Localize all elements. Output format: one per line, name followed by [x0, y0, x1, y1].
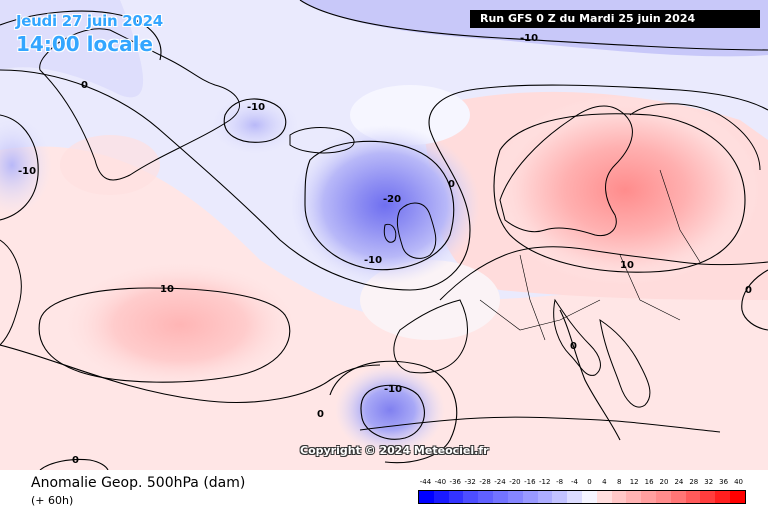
scale-swatch: [567, 491, 582, 503]
scale-swatch: [478, 491, 494, 503]
scale-swatch: [433, 491, 449, 503]
scale-tick-label: -28: [479, 478, 491, 486]
scale-tick-label: 20: [659, 478, 669, 486]
forecast-date: Jeudi 27 juin 2024: [16, 12, 163, 30]
contour-label: -10: [18, 166, 36, 177]
scale-swatch: [670, 491, 686, 503]
scale-tick-label: -4: [571, 478, 579, 486]
scale-swatch: [537, 491, 553, 503]
scale-swatch: [552, 491, 568, 503]
scale-swatch: [700, 491, 716, 503]
scale-swatch: [463, 491, 479, 503]
contour-label: 0: [745, 285, 752, 296]
scale-tick-label: -8: [556, 478, 564, 486]
color-scale-bar: [418, 490, 746, 504]
contour-label: 0: [317, 409, 324, 420]
contour-label: 0: [448, 179, 455, 190]
scale-swatch: [611, 491, 627, 503]
contour-label: -10: [520, 33, 538, 44]
scale-swatch: [685, 491, 701, 503]
forecast-time: 14:00 locale: [16, 32, 153, 56]
scale-tick-label: -32: [464, 478, 476, 486]
scale-tick-label: -44: [419, 478, 432, 486]
anomaly-map: -10 0 -10 -10 -20 -10 0 10 10 0 0 -10 0 …: [0, 0, 768, 470]
scale-tick-label: 32: [704, 478, 714, 486]
color-scale-labels: -44 -40 -36 -32 -28 -24 -20 -16 -12 -8 -4 0 4 8 12 16 20…: [414, 478, 750, 490]
scale-tick-label: 0: [587, 478, 592, 486]
scale-swatch: [522, 491, 538, 503]
scale-tick-label: 28: [689, 478, 699, 486]
scale-tick-label: 40: [734, 478, 743, 486]
scale-tick-label: 4: [602, 478, 607, 486]
copyright-notice: Copyright © 2024 Meteociel.fr: [300, 444, 489, 457]
scale-tick-label: 12: [629, 478, 639, 486]
scale-swatch: [715, 491, 731, 503]
scale-tick-label: -20: [509, 478, 521, 486]
contour-label: 10: [620, 260, 634, 271]
contour-label: 10: [160, 284, 174, 295]
scale-tick-label: 24: [674, 478, 684, 486]
scale-swatch: [730, 491, 745, 503]
scale-tick-label: -16: [524, 478, 536, 486]
scale-swatch: [448, 491, 464, 503]
contour-label: -20: [383, 194, 401, 205]
scale-swatch: [507, 491, 523, 503]
contour-label: 0: [81, 80, 88, 91]
scale-tick-label: -24: [494, 478, 506, 486]
scale-swatch: [419, 491, 434, 503]
scale-tick-label: 16: [644, 478, 654, 486]
scale-tick-label: 36: [719, 478, 729, 486]
contour-label: -10: [247, 102, 265, 113]
scale-swatch: [596, 491, 612, 503]
scale-tick-label: 8: [617, 478, 622, 486]
forecast-offset: (+ 60h): [31, 494, 74, 507]
scale-tick-label: -36: [449, 478, 461, 486]
scale-swatch: [641, 491, 656, 503]
scale-swatch: [581, 491, 597, 503]
scale-swatch: [493, 491, 508, 503]
map-title: Anomalie Geop. 500hPa (dam): [31, 475, 246, 491]
contour-label: 0: [570, 341, 577, 352]
scale-tick-label: -40: [434, 478, 447, 486]
scale-swatch: [626, 491, 642, 503]
contour-label: 0: [72, 455, 79, 466]
contour-label: -10: [364, 255, 382, 266]
scale-tick-label: -12: [539, 478, 551, 486]
contour-label: -10: [384, 384, 402, 395]
scale-swatch: [656, 491, 671, 503]
model-run-banner: Run GFS 0 Z du Mardi 25 juin 2024: [470, 10, 760, 28]
